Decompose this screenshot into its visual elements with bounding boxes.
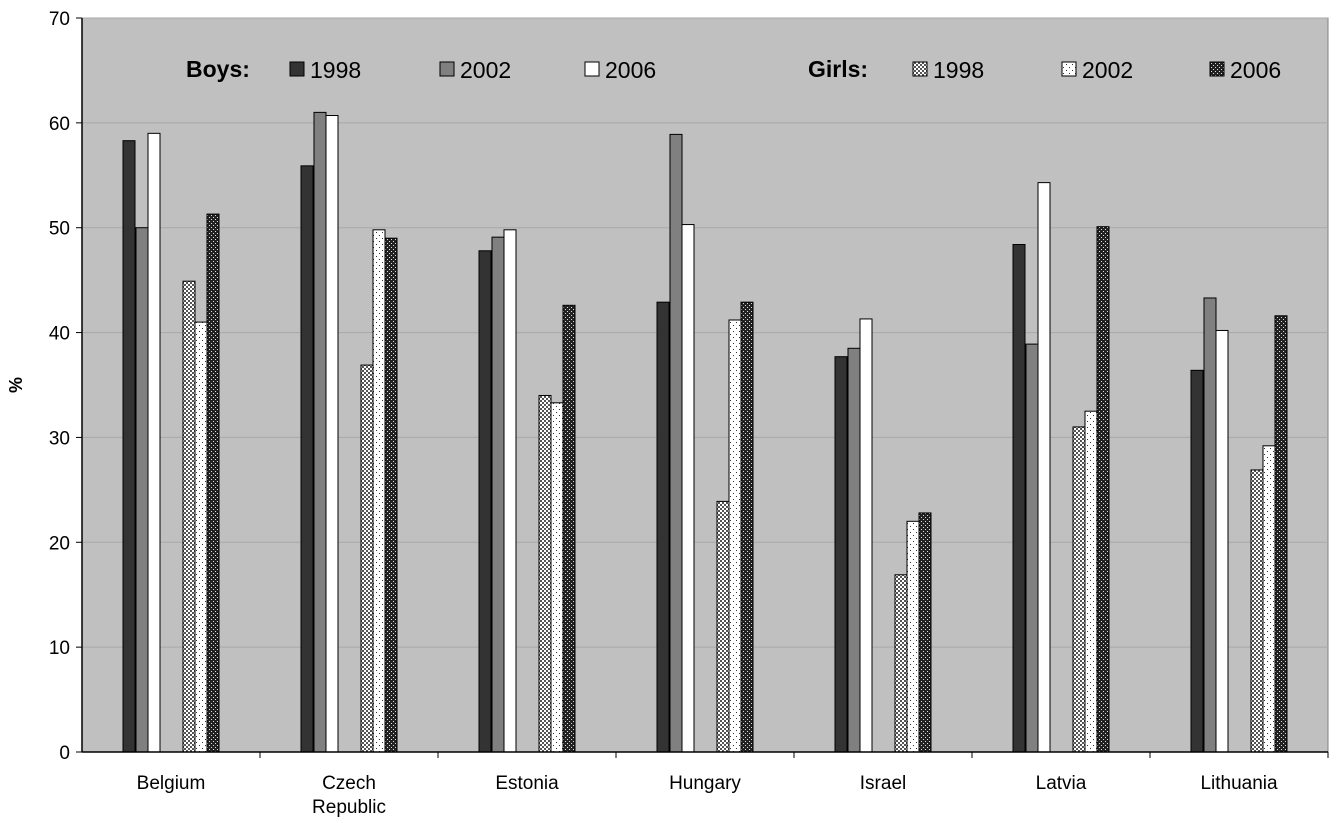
legend-swatch <box>1061 61 1077 77</box>
bar-girls-2006 <box>1096 226 1110 753</box>
y-tick-label: 60 <box>49 114 70 135</box>
x-tick-label: Estonia <box>495 773 559 794</box>
legend-swatch <box>584 61 600 77</box>
x-tick-label: Latvia <box>1036 773 1087 794</box>
bar-boys-2006 <box>681 224 695 753</box>
bar-girls-2006 <box>1274 315 1288 753</box>
legend-label: 1998 <box>933 57 984 83</box>
y-tick-label: 40 <box>49 324 70 345</box>
bar-girls-2002 <box>1262 445 1276 753</box>
y-tick-label: 30 <box>49 428 70 449</box>
bar-girls-1998 <box>538 394 552 753</box>
bar-girls-2006 <box>918 512 932 753</box>
bar-boys-2006 <box>1215 329 1229 753</box>
bar-boys-2002 <box>135 227 149 753</box>
bar-girls-2006 <box>384 237 398 753</box>
legend-label: 2006 <box>1230 57 1281 83</box>
bar-boys-2006 <box>325 115 339 753</box>
legend-swatch <box>912 61 928 77</box>
plot-area <box>81 17 1329 753</box>
bar-boys-2002 <box>1025 343 1039 753</box>
bar-girls-1998 <box>1250 469 1264 753</box>
x-tick-label: Czech <box>322 773 376 794</box>
bar-boys-2006 <box>503 229 517 753</box>
bar-boys-1998 <box>122 140 136 753</box>
y-tick-label: 50 <box>49 219 70 240</box>
bar-girls-2002 <box>1084 410 1098 753</box>
legend-label: 1998 <box>310 57 361 83</box>
bar-girls-1998 <box>894 574 908 753</box>
bar-boys-1998 <box>834 356 848 753</box>
legend-label: 2002 <box>460 57 511 83</box>
legend-label: 2002 <box>1082 57 1133 83</box>
bar-girls-2002 <box>906 520 920 753</box>
bar-boys-1998 <box>478 250 492 753</box>
bar-girls-1998 <box>716 500 730 753</box>
legend-group-label: Boys: <box>186 56 250 82</box>
x-tick-label: Belgium <box>137 773 206 794</box>
x-tick-label: Lithuania <box>1200 773 1278 794</box>
bar-boys-1998 <box>1012 243 1026 753</box>
x-tick-label: Republic <box>312 797 386 818</box>
bar-boys-2006 <box>859 318 873 753</box>
legend-group-label: Girls: <box>808 56 868 82</box>
bar-girls-2002 <box>728 319 742 753</box>
bar-boys-2002 <box>313 111 327 753</box>
bar-girls-2002 <box>194 321 208 753</box>
bar-boys-2006 <box>147 132 161 753</box>
bar-girls-1998 <box>1072 426 1086 753</box>
y-tick-label: 70 <box>49 9 70 30</box>
x-tick-label: Israel <box>860 773 906 794</box>
bar-girls-2006 <box>562 304 576 753</box>
legend-swatch <box>289 61 305 77</box>
legend-label: 2006 <box>605 57 656 83</box>
y-tick-label: 0 <box>59 743 70 764</box>
x-tick-label: Hungary <box>669 773 741 794</box>
bar-boys-1998 <box>1190 369 1204 753</box>
legend-swatch <box>439 61 455 77</box>
y-tick-label: 10 <box>49 638 70 659</box>
bar-boys-1998 <box>656 301 670 753</box>
bar-boys-2002 <box>847 347 861 753</box>
bar-boys-1998 <box>300 165 314 753</box>
bar-girls-2002 <box>550 402 564 753</box>
bar-girls-2002 <box>372 229 386 753</box>
bar-girls-2006 <box>206 213 220 753</box>
bar-boys-2002 <box>669 133 683 753</box>
bar-girls-1998 <box>360 364 374 753</box>
y-axis-label: % <box>6 377 26 393</box>
y-tick-label: 20 <box>49 533 70 554</box>
bar-boys-2006 <box>1037 182 1051 753</box>
bar-boys-2002 <box>1203 297 1217 753</box>
legend-swatch <box>1209 61 1225 77</box>
bar-girls-1998 <box>182 280 196 753</box>
bar-girls-2006 <box>740 301 754 753</box>
bar-boys-2002 <box>491 236 505 753</box>
